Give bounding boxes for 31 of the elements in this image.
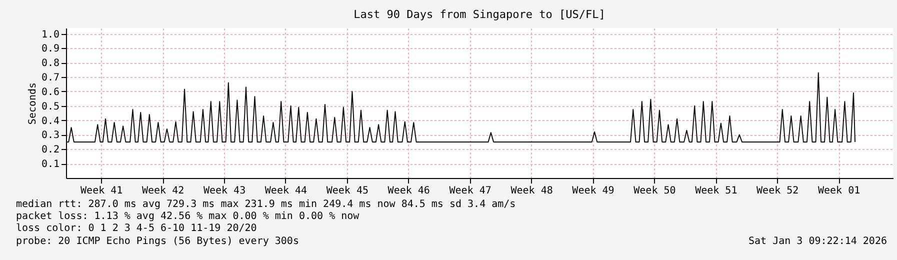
x-tick-label: Week 45 — [326, 186, 369, 196]
x-tick-label: Week 44 — [264, 186, 308, 196]
x-tick-label: Week 50 — [634, 186, 676, 196]
y-tick-label: 0.2 — [41, 144, 60, 156]
y-tick-label: 1.0 — [41, 29, 60, 40]
y-tick-label: 0.4 — [41, 116, 60, 127]
x-tick-label: Week 43 — [203, 186, 246, 196]
y-axis-title: Seconds — [27, 82, 38, 125]
x-tick-label: Week 49 — [572, 186, 614, 196]
line-series — [66, 72, 856, 142]
x-tick-label: Week 47 — [449, 186, 492, 196]
y-tick-label: 0.3 — [41, 130, 60, 142]
y-tick-label: 0.9 — [41, 44, 60, 55]
text: Sat Jan 3 09:22:14 2026 — [748, 236, 887, 247]
y-tick-label: 0.7 — [41, 72, 60, 84]
x-tick-label: Week 51 — [695, 186, 738, 196]
x-tick-label: Week 48 — [510, 186, 553, 196]
chart-title: Last 90 Days from Singapore to [US/FL] — [354, 8, 606, 21]
x-tick-label: Week 01 — [818, 186, 860, 196]
y-tick-label: 0.5 — [41, 101, 60, 112]
x-tick-label: Week 42 — [142, 186, 184, 196]
text: loss color: 0 1 2 3 4-5 6-10 11-19 20/20 — [16, 223, 257, 234]
x-tick-label: Week 41 — [80, 186, 123, 196]
y-tick-label: 0.6 — [41, 86, 60, 98]
text: probe: 20 ICMP Echo Pings (56 Bytes) every 300s — [16, 236, 299, 247]
x-tick-label: Week 46 — [388, 186, 430, 196]
text: median rtt: 287.0 ms avg 729.3 ms max 231.9 ms min 249.4 ms now 84.5 ms sd 3.4 am/s — [16, 199, 516, 210]
y-tick-label: 0.1 — [41, 159, 60, 170]
x-tick-label: Week 52 — [756, 186, 799, 196]
y-tick-label: 0.8 — [41, 58, 60, 70]
text: packet loss: 1.13 % avg 42.56 % max 0.00 % min 0.00 % now — [16, 211, 360, 222]
